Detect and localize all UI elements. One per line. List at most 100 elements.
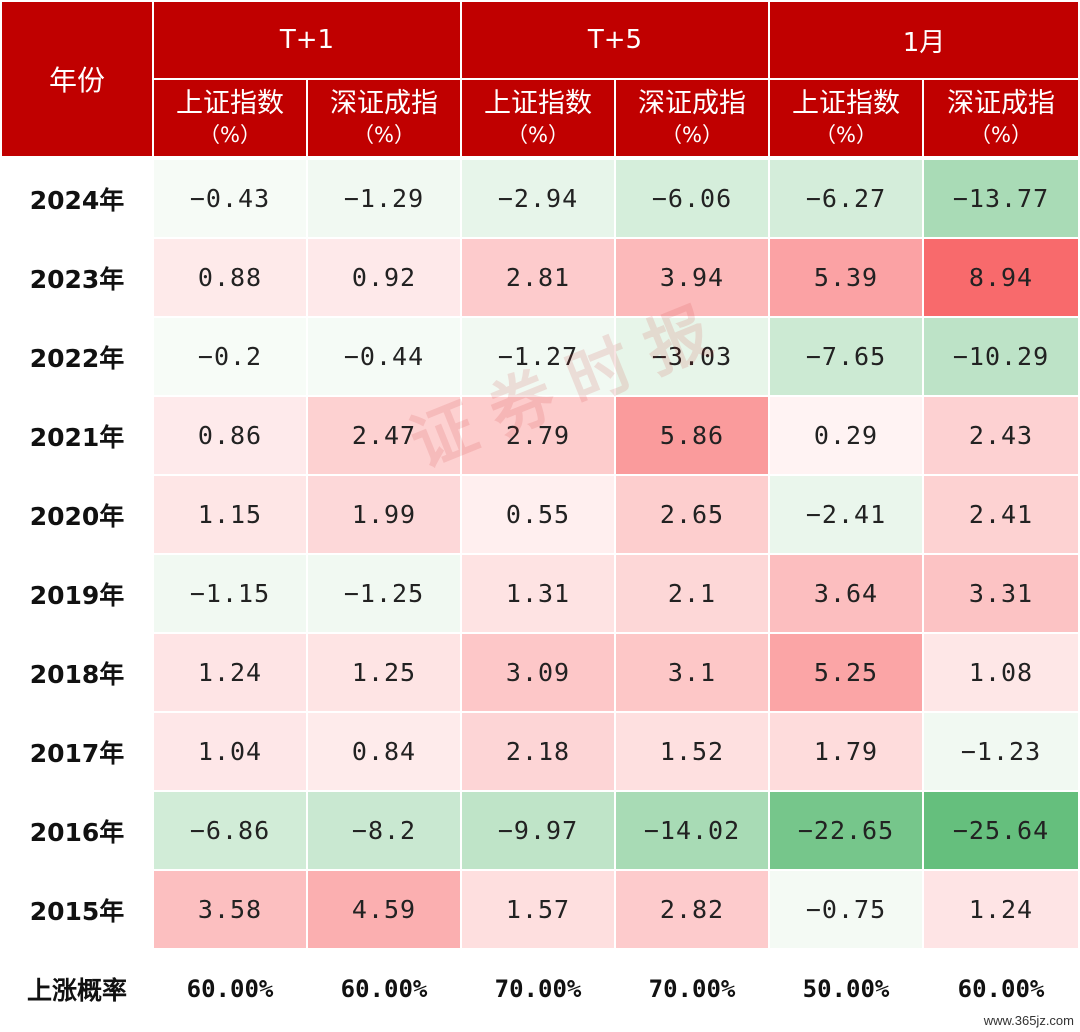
unit-label: （%） <box>970 122 1032 147</box>
value-cell: −8.2 <box>308 792 460 869</box>
header-group: T+5 <box>462 2 768 78</box>
header-sub: 上证指数 （%） <box>462 80 614 156</box>
header-group: T+1 <box>154 2 460 78</box>
value-cell: −0.2 <box>154 318 306 395</box>
value-cell: 8.94 <box>924 239 1078 316</box>
value-cell: −7.65 <box>770 318 922 395</box>
value-cell: 3.31 <box>924 555 1078 632</box>
value-cell: 1.79 <box>770 713 922 790</box>
value-cell: 3.1 <box>616 634 768 711</box>
value-cell: −2.41 <box>770 476 922 553</box>
value-cell: 0.55 <box>462 476 614 553</box>
value-cell: −0.44 <box>308 318 460 395</box>
header-sub: 深证成指 （%） <box>308 80 460 156</box>
value-cell: 3.94 <box>616 239 768 316</box>
footer-label: 上涨概率 <box>26 975 127 1005</box>
unit-label: （%） <box>815 122 877 147</box>
year-label: 2017年 <box>29 738 125 768</box>
index-name: 上证指数 <box>484 88 592 120</box>
header-sub: 上证指数 （%） <box>154 80 306 156</box>
header-sub: 深证成指 （%） <box>616 80 768 156</box>
header-year: 年份 <box>2 2 152 156</box>
year-label: 2015年 <box>29 896 125 926</box>
unit-label: （%） <box>661 122 723 147</box>
value-cell: 2.41 <box>924 476 1078 553</box>
value-cell: 3.64 <box>770 555 922 632</box>
probability-cell: 70.00% <box>494 974 582 1003</box>
value-cell: −25.64 <box>924 792 1078 869</box>
value-cell: 2.81 <box>462 239 614 316</box>
value-cell: 3.09 <box>462 634 614 711</box>
value-cell: 0.29 <box>770 397 922 474</box>
value-cell: −1.25 <box>308 555 460 632</box>
value-cell: 0.92 <box>308 239 460 316</box>
value-cell: 1.25 <box>308 634 460 711</box>
value-cell: 2.43 <box>924 397 1078 474</box>
value-cell: −13.77 <box>924 160 1078 237</box>
year-label: 2021年 <box>29 422 125 452</box>
header-sub: 上证指数 （%） <box>770 80 922 156</box>
value-cell: −6.06 <box>616 160 768 237</box>
probability-cell: 60.00% <box>340 974 428 1003</box>
value-cell: −14.02 <box>616 792 768 869</box>
index-name: 深证成指 <box>947 88 1055 120</box>
value-cell: 3.58 <box>154 871 306 948</box>
probability-cell: 50.00% <box>802 974 890 1003</box>
value-cell: 2.65 <box>616 476 768 553</box>
value-cell: 0.84 <box>308 713 460 790</box>
value-cell: −1.27 <box>462 318 614 395</box>
value-cell: 0.86 <box>154 397 306 474</box>
value-cell: 4.59 <box>308 871 460 948</box>
value-cell: −0.43 <box>154 160 306 237</box>
value-cell: 2.79 <box>462 397 614 474</box>
header-sub: 深证成指 （%） <box>924 80 1078 156</box>
site-url: www.365jz.com <box>983 1013 1074 1028</box>
year-label: 2020年 <box>29 501 125 531</box>
index-name: 深证成指 <box>330 88 438 120</box>
value-cell: −10.29 <box>924 318 1078 395</box>
value-cell: −0.75 <box>770 871 922 948</box>
value-cell: 1.24 <box>924 871 1078 948</box>
value-cell: 5.86 <box>616 397 768 474</box>
unit-label: （%） <box>199 122 261 147</box>
value-cell: 1.24 <box>154 634 306 711</box>
value-cell: 2.82 <box>616 871 768 948</box>
value-cell: −6.27 <box>770 160 922 237</box>
value-cell: 1.31 <box>462 555 614 632</box>
year-label: 2024年 <box>29 185 125 215</box>
value-cell: 1.15 <box>154 476 306 553</box>
value-cell: 5.25 <box>770 634 922 711</box>
value-cell: −1.15 <box>154 555 306 632</box>
year-label: 2023年 <box>29 264 125 294</box>
value-cell: 1.08 <box>924 634 1078 711</box>
value-cell: 2.18 <box>462 713 614 790</box>
value-cell: 1.04 <box>154 713 306 790</box>
value-cell: −3.03 <box>616 318 768 395</box>
value-cell: 2.1 <box>616 555 768 632</box>
index-name: 上证指数 <box>176 88 284 120</box>
unit-label: （%） <box>353 122 415 147</box>
value-cell: 1.52 <box>616 713 768 790</box>
probability-cell: 60.00% <box>186 974 274 1003</box>
value-cell: 0.88 <box>154 239 306 316</box>
value-cell: −22.65 <box>770 792 922 869</box>
value-cell: −1.29 <box>308 160 460 237</box>
index-name: 上证指数 <box>792 88 900 120</box>
header-group: 1月 <box>770 2 1078 78</box>
value-cell: −6.86 <box>154 792 306 869</box>
year-label: 2022年 <box>29 343 125 373</box>
value-cell: 1.99 <box>308 476 460 553</box>
year-label: 2016年 <box>29 817 125 847</box>
value-cell: −2.94 <box>462 160 614 237</box>
value-cell: 2.47 <box>308 397 460 474</box>
value-cell: 5.39 <box>770 239 922 316</box>
value-cell: −1.23 <box>924 713 1078 790</box>
index-name: 深证成指 <box>638 88 746 120</box>
probability-cell: 60.00% <box>957 974 1045 1003</box>
year-label: 2018年 <box>29 659 125 689</box>
probability-cell: 70.00% <box>648 974 736 1003</box>
value-cell: 1.57 <box>462 871 614 948</box>
year-label: 2019年 <box>29 580 125 610</box>
unit-label: （%） <box>507 122 569 147</box>
